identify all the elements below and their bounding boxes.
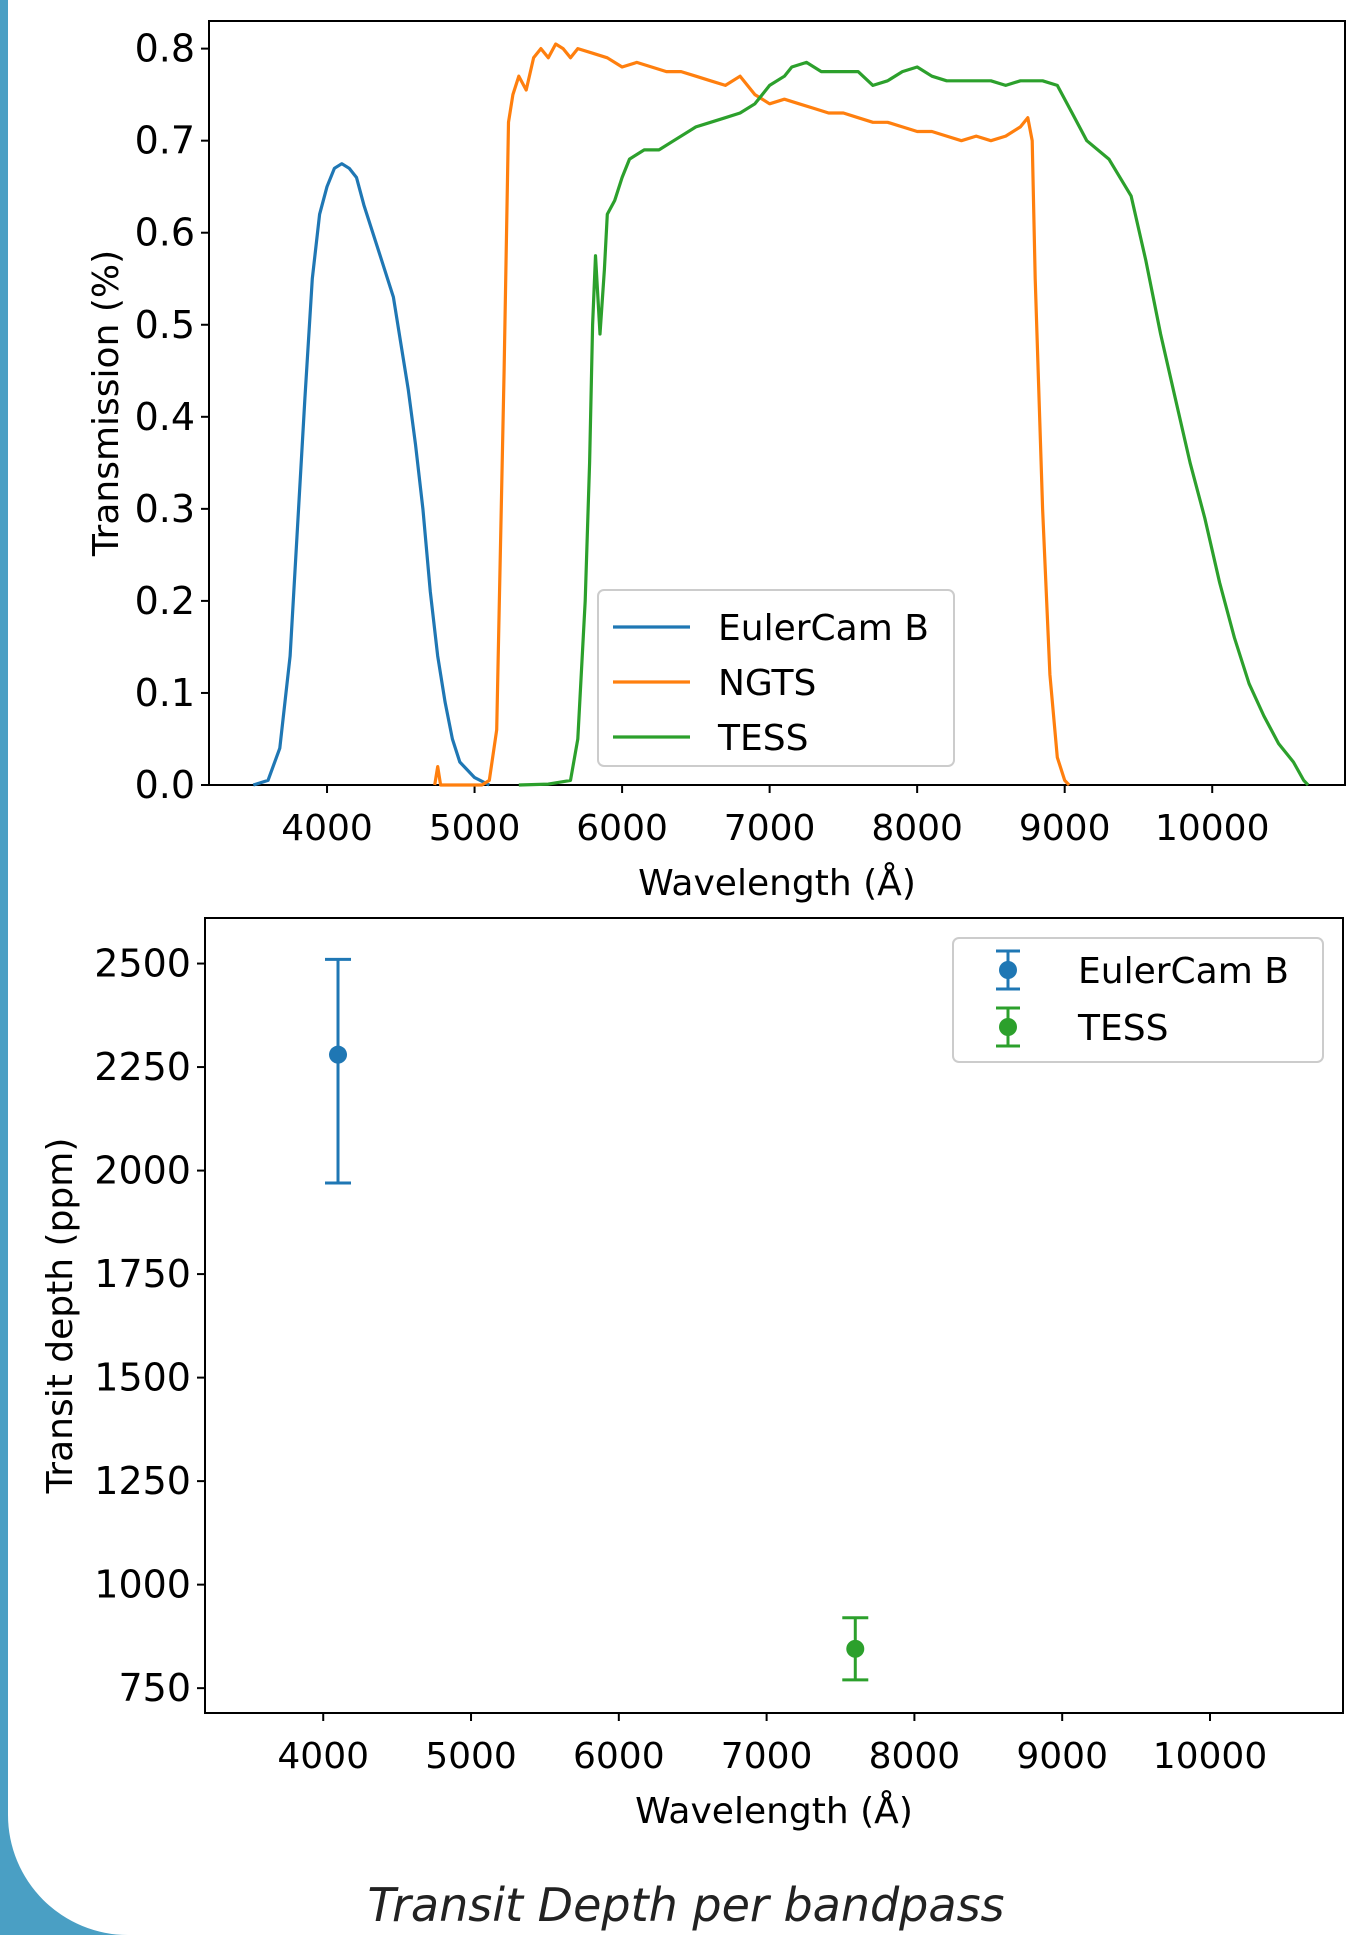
data-point-tess <box>846 1639 865 1658</box>
data-point-eulercam-b <box>329 1045 348 1064</box>
transit-depth-chart: 4000 5000 6000 7000 8000 9000 10000 750 1000 1250… <box>40 917 1344 1832</box>
x-tick-label: 4000 <box>281 808 373 849</box>
x-tick-label: 6000 <box>576 808 668 849</box>
plot-frame <box>208 20 1346 786</box>
legend-box <box>597 589 955 767</box>
y-tick-label: 0.1 <box>135 671 195 715</box>
x-tick-label: 10000 <box>1155 808 1270 849</box>
x-tick-label: 9000 <box>1016 1736 1108 1777</box>
x-tick-label: 8000 <box>869 1736 961 1777</box>
legend-label: TESS <box>717 718 808 759</box>
x-tick-label: 4000 <box>277 1736 369 1777</box>
y-tick-label: 0.6 <box>135 211 195 255</box>
x-axis-label: Wavelength (Å) <box>638 861 916 904</box>
plot-frame <box>204 917 1344 1714</box>
x-tick-label: 7000 <box>724 808 816 849</box>
x-tick-label: 5000 <box>425 1736 517 1777</box>
legend-label: TESS <box>1077 1008 1168 1049</box>
legend-marker <box>999 1018 1017 1036</box>
y-axis-label: Transit depth (ppm) <box>40 1138 81 1495</box>
y-tick-label: 0.0 <box>135 763 195 807</box>
y-tick-label: 1000 <box>94 1563 191 1607</box>
series-line-tess <box>518 60 1310 787</box>
figure-caption: Transit Depth per bandpass <box>367 1878 1005 1932</box>
series-line-ngts <box>433 42 1071 787</box>
y-tick-label: 2000 <box>94 1149 191 1193</box>
x-axis-label: Wavelength (Å) <box>635 1789 913 1832</box>
y-tick-label: 0.2 <box>135 579 195 623</box>
y-tick-label: 0.7 <box>135 119 195 163</box>
legend: EulerCam B TESS <box>952 937 1324 1063</box>
legend-box <box>952 937 1324 1063</box>
y-tick-label: 0.4 <box>135 395 195 439</box>
y-tick-label: 2500 <box>94 942 191 986</box>
y-tick-label: 0.8 <box>135 27 195 71</box>
y-tick-label: 1250 <box>94 1459 191 1503</box>
x-tick-label: 9000 <box>1019 808 1111 849</box>
x-tick-label: 5000 <box>429 808 521 849</box>
y-tick-label: 2250 <box>94 1045 191 1089</box>
y-tick-label: 0.5 <box>135 303 195 347</box>
legend-marker <box>999 961 1017 979</box>
y-tick-label: 1500 <box>94 1356 191 1400</box>
legend-label: EulerCam B <box>718 608 929 649</box>
series-line-eulercam-b <box>252 162 491 787</box>
y-tick-label: 1750 <box>94 1252 191 1296</box>
y-tick-label: 750 <box>118 1666 191 1710</box>
legend: EulerCam B NGTS TESS <box>597 589 955 767</box>
x-tick-label: 6000 <box>573 1736 665 1777</box>
legend-label: NGTS <box>718 663 816 704</box>
x-tick-label: 7000 <box>721 1736 813 1777</box>
x-tick-label: 10000 <box>1153 1736 1268 1777</box>
y-axis-label: Transmission (%) <box>86 250 127 557</box>
y-tick-label: 0.3 <box>135 487 195 531</box>
transmission-chart: 4000 5000 6000 7000 8000 9000 10000 0.0 0.1 0.2 0.… <box>86 20 1346 904</box>
legend-label: EulerCam B <box>1078 951 1289 992</box>
x-tick-label: 8000 <box>871 808 963 849</box>
